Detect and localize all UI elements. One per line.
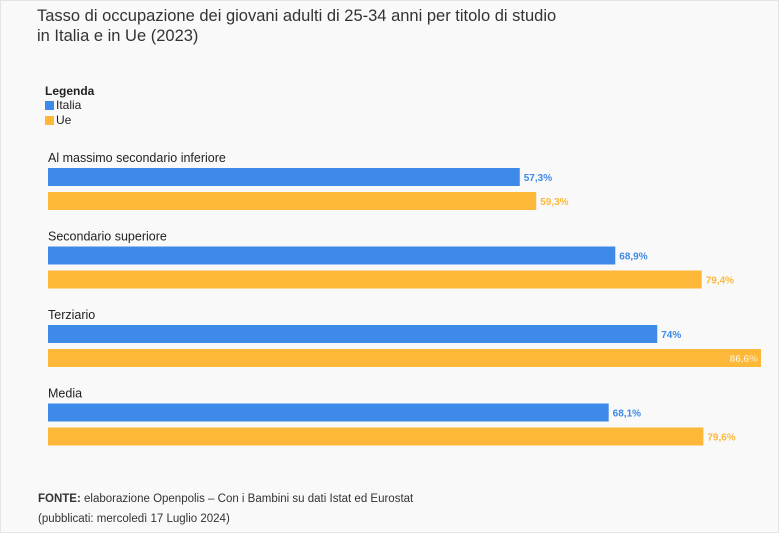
legend-label-italia: Italia — [56, 98, 82, 112]
category-label: Secondario superiore — [48, 230, 167, 244]
legend-title: Legenda — [45, 84, 95, 98]
bar-italia — [48, 403, 609, 422]
source-label: FONTE: — [38, 493, 81, 505]
published-date: (pubblicati: mercoledì 17 Luglio 2024) — [38, 513, 230, 525]
bar-italia — [48, 246, 616, 265]
legend-swatch-italia — [45, 101, 54, 110]
legend-item-italia: Italia — [45, 98, 94, 113]
source-note: FONTE: elaborazione Openpolis – Con i Ba… — [38, 489, 413, 529]
bar-ue — [48, 192, 537, 210]
bar-ue — [48, 270, 702, 289]
chart-title: Tasso di occupazione dei giovani adulti … — [37, 7, 557, 45]
legend-swatch-ue — [45, 116, 54, 125]
data-label-ue: 79,4% — [706, 276, 734, 287]
legend-label-ue: Ue — [56, 113, 72, 127]
category-label: Al massimo secondario inferiore — [48, 151, 226, 165]
data-label-ue: 79,6% — [707, 433, 735, 444]
category-label: Terziario — [48, 308, 95, 322]
bar-ue — [48, 349, 761, 367]
legend-item-ue: Ue — [45, 113, 94, 128]
data-label-italia: 68,1% — [613, 409, 641, 420]
legend: Legenda Italia Ue — [45, 84, 94, 128]
data-label-ue: 59,3% — [540, 197, 568, 208]
source-text: elaborazione Openpolis – Con i Bambini s… — [84, 493, 414, 505]
data-label-ue: 86,6% — [730, 354, 758, 365]
bar-italia — [48, 168, 520, 186]
data-label-italia: 68,9% — [619, 252, 647, 263]
bar-italia — [48, 325, 658, 343]
data-label-italia: 74% — [661, 330, 681, 341]
data-label-italia: 57,3% — [524, 173, 552, 184]
category-label: Media — [48, 387, 82, 401]
bar-ue — [48, 427, 704, 446]
